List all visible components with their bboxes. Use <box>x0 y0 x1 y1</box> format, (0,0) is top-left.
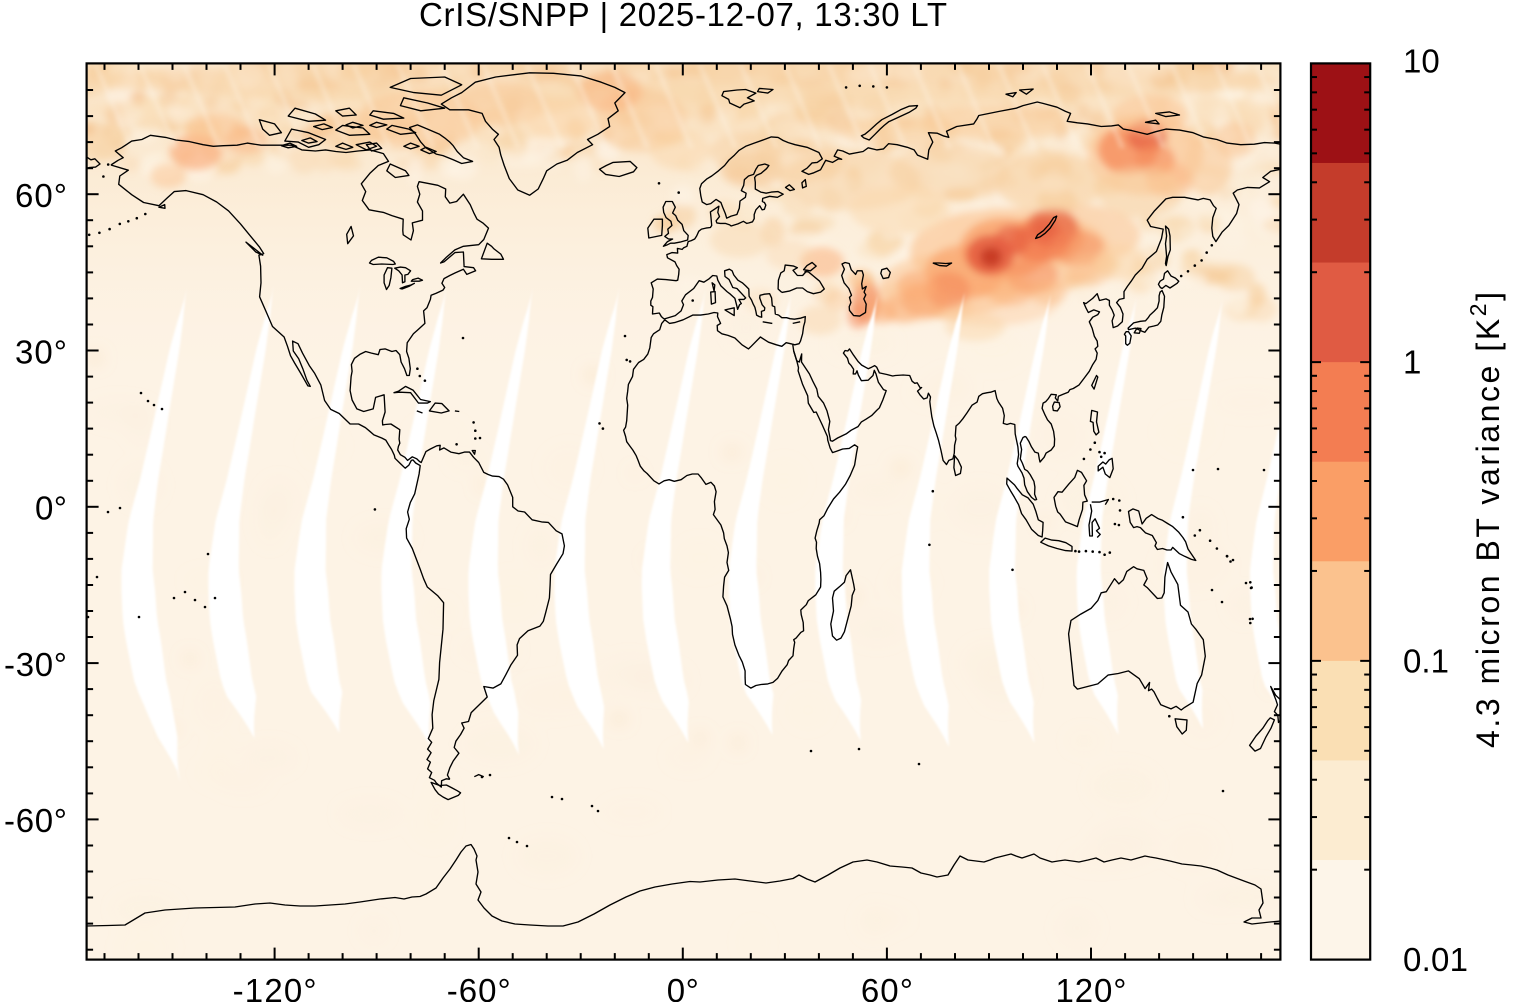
svg-text:-60°: -60° <box>4 802 67 839</box>
svg-text:0.1: 0.1 <box>1403 643 1449 680</box>
svg-text:0°: 0° <box>35 490 67 527</box>
svg-text:-30°: -30° <box>4 646 67 683</box>
svg-text:1: 1 <box>1403 344 1421 381</box>
svg-text:-60°: -60° <box>447 972 511 1002</box>
svg-text:0.01: 0.01 <box>1403 941 1468 978</box>
svg-text:10: 10 <box>1403 43 1440 80</box>
svg-text:-120°: -120° <box>233 972 317 1002</box>
svg-text:CrIS/SNPP | 2025-12-07, 13:30: CrIS/SNPP | 2025-12-07, 13:30 LT <box>419 0 947 33</box>
svg-text:30°: 30° <box>15 333 67 370</box>
svg-text:4.3 micron BT variance [K2]: 4.3 micron BT variance [K2] <box>1465 292 1506 748</box>
svg-text:120°: 120° <box>1056 972 1127 1002</box>
svg-text:0°: 0° <box>667 972 699 1002</box>
svg-text:60°: 60° <box>861 972 913 1002</box>
svg-text:60°: 60° <box>15 177 67 214</box>
